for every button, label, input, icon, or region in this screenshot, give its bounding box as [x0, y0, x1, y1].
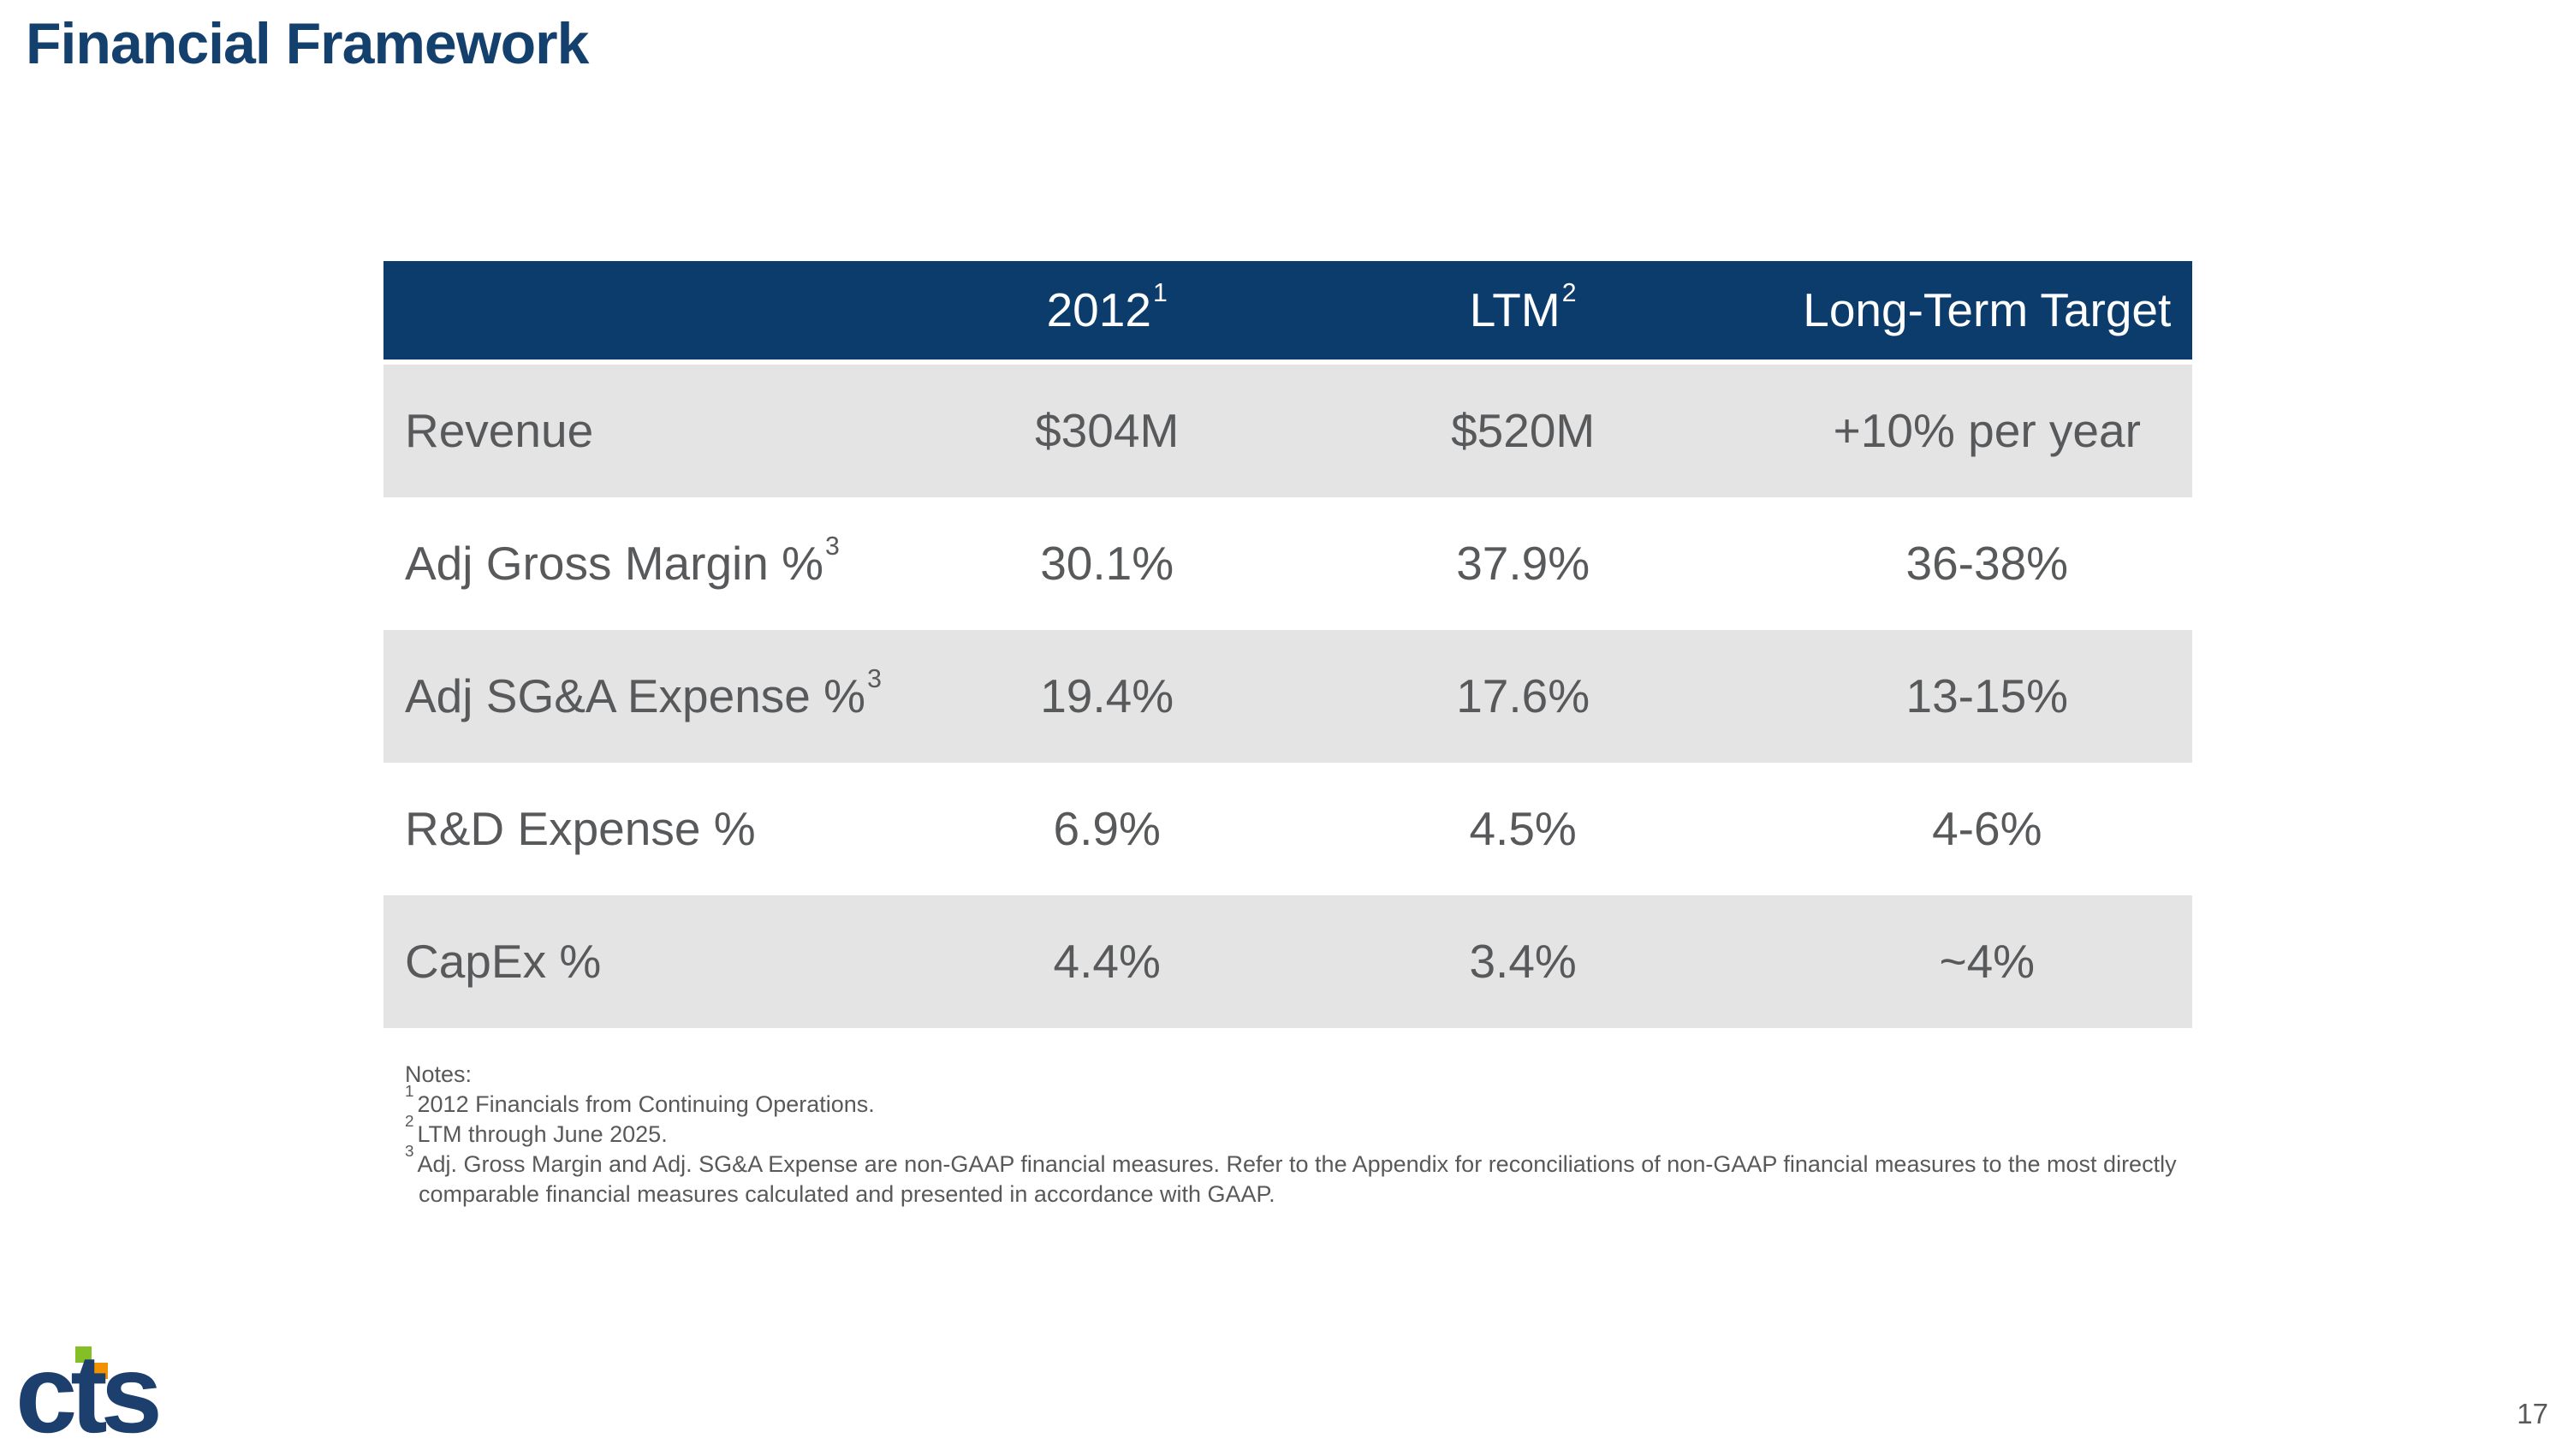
- footnote-text: Adj. Gross Margin and Adj. SG&A Expense …: [417, 1151, 2177, 1177]
- table-header-row: 2012 1 LTM 2 Long-Term Target: [383, 261, 2192, 360]
- value-ltm: 3.4%: [1469, 935, 1577, 988]
- column-header-label: LTM: [1469, 283, 1560, 336]
- footnote-marker: 3: [405, 1142, 414, 1161]
- page-title: Financial Framework: [26, 11, 589, 76]
- column-header-ltm: LTM 2: [1469, 278, 1577, 336]
- table-row-adj-sga-expense: Adj SG&A Expense % 3 19.4% 17.6% 13-15%: [383, 630, 2192, 763]
- table-row-revenue: Revenue $304M $520M +10% per year: [383, 365, 2192, 497]
- table-row-capex: CapEx % 4.4% 3.4% ~4%: [383, 895, 2192, 1028]
- footnote-3: 3 Adj. Gross Margin and Adj. SG&A Expense…: [405, 1144, 2177, 1209]
- value-target: 13-15%: [1905, 669, 2069, 722]
- metric-label: Adj SG&A Expense % 3: [405, 664, 882, 722]
- value-ltm: 17.6%: [1456, 669, 1590, 722]
- footnote-1: 1 2012 Financials from Continuing Operati…: [405, 1084, 2168, 1120]
- value-ltm: 37.9%: [1456, 537, 1590, 590]
- value-2012: $304M: [1035, 404, 1180, 457]
- cts-logo: cts: [15, 1329, 221, 1449]
- financial-framework-table: 2012 1 LTM 2 Long-Term Target Revenue $304…: [383, 261, 2192, 1028]
- value-2012: 30.1%: [1040, 537, 1174, 590]
- footnote-text: LTM through June 2025.: [417, 1121, 668, 1147]
- metric-label: R&D Expense %: [383, 763, 890, 895]
- metric-label: CapEx %: [383, 895, 890, 1028]
- column-header-label: Long-Term Target: [1803, 283, 2172, 336]
- logo-text: cts: [15, 1331, 163, 1456]
- logo-green-square-icon: [75, 1346, 92, 1363]
- value-2012: 4.4%: [1053, 935, 1161, 988]
- metric-text: Adj SG&A Expense %: [405, 669, 866, 722]
- value-target: 4-6%: [1932, 802, 2042, 855]
- notes-section: Notes: 1 2012 Financials from Continuing …: [405, 1060, 2177, 1209]
- column-header-long-term-target: Long-Term Target: [1722, 261, 2192, 360]
- value-target: 36-38%: [1905, 537, 2069, 590]
- column-header-metric: [383, 261, 890, 360]
- metric-text: CapEx %: [405, 935, 602, 988]
- metric-label: Revenue: [383, 365, 890, 497]
- metric-text: Revenue: [405, 404, 594, 457]
- footnote-text: 2012 Financials from Continuing Operatio…: [417, 1091, 875, 1117]
- metric-label: Adj Gross Margin % 3: [405, 532, 840, 590]
- table-row-adj-gross-margin: Adj Gross Margin % 3 30.1% 37.9% 36-38%: [383, 497, 2192, 630]
- notes-heading: Notes:: [405, 1061, 473, 1087]
- page-number: 17: [2517, 1398, 2548, 1429]
- logo-orange-square-icon: [92, 1363, 108, 1379]
- metric-text: Adj Gross Margin %: [405, 537, 824, 590]
- value-target: ~4%: [1939, 935, 2036, 988]
- table-row-rd-expense: R&D Expense % 6.9% 4.5% 4-6%: [383, 763, 2192, 895]
- column-header-2012: 2012 1: [1046, 278, 1168, 336]
- value-2012: 19.4%: [1040, 669, 1174, 722]
- value-2012: 6.9%: [1053, 802, 1161, 855]
- value-target: +10% per year: [1833, 404, 2141, 457]
- value-ltm: 4.5%: [1469, 802, 1577, 855]
- metric-text: R&D Expense %: [405, 802, 756, 855]
- footnote-marker: 1: [405, 1082, 414, 1101]
- value-ltm: $520M: [1451, 404, 1596, 457]
- footnote-2: 2 LTM through June 2025.: [405, 1114, 2168, 1150]
- column-header-label: 2012: [1046, 283, 1151, 336]
- footnote-3-continued: comparable financial measures calculated…: [419, 1181, 1275, 1207]
- footnote-marker: 2: [405, 1112, 414, 1131]
